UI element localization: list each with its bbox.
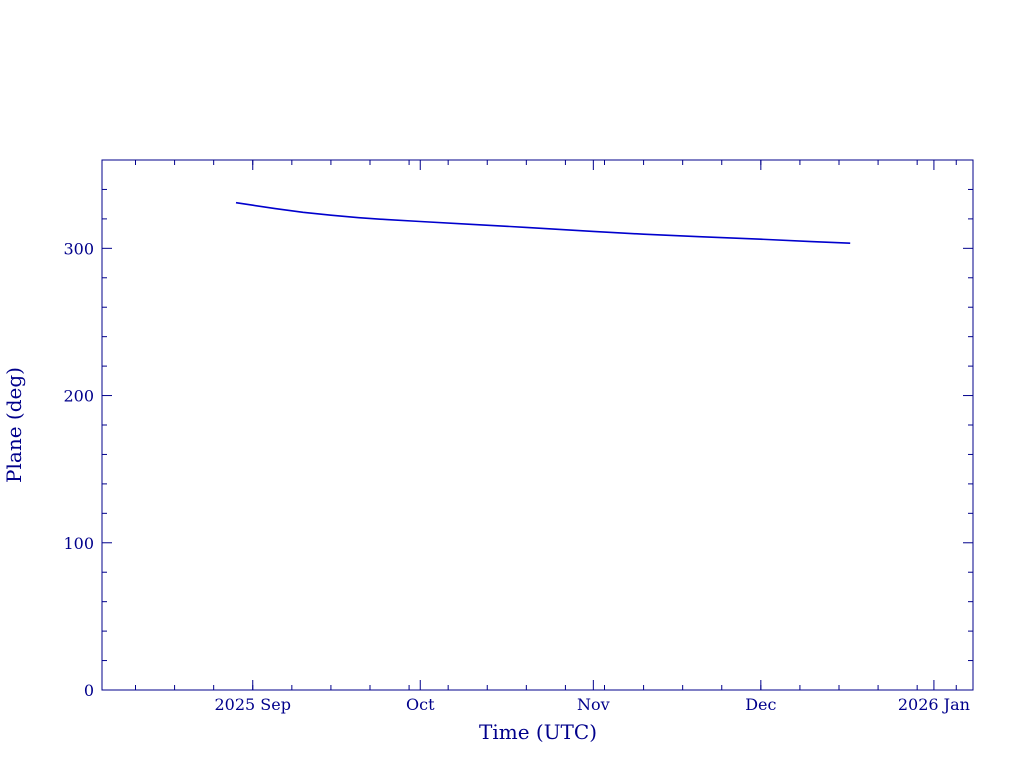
x-tick-label: Dec — [745, 695, 776, 714]
series-group — [235, 201, 851, 244]
axis-ticks — [102, 159, 973, 691]
series-line — [235, 201, 851, 244]
y-tick-label: 100 — [63, 534, 94, 553]
x-axis-title: Time (UTC) — [479, 720, 597, 744]
x-tick-label: Nov — [577, 695, 610, 714]
x-tick-label: 2026 Jan — [898, 695, 970, 714]
y-tick-label: 200 — [63, 387, 94, 406]
x-tick-label: 2025 Sep — [215, 695, 291, 714]
y-axis-title: Plane (deg) — [2, 367, 26, 483]
plot-frame — [101, 159, 974, 691]
x-tick-label: Oct — [406, 695, 435, 714]
tick-labels: 0 100 200 300 2025 Sep Oct Nov Dec 2026 Jan — [63, 239, 969, 714]
y-tick-label: 0 — [84, 681, 94, 700]
y-tick-label: 300 — [63, 239, 94, 258]
